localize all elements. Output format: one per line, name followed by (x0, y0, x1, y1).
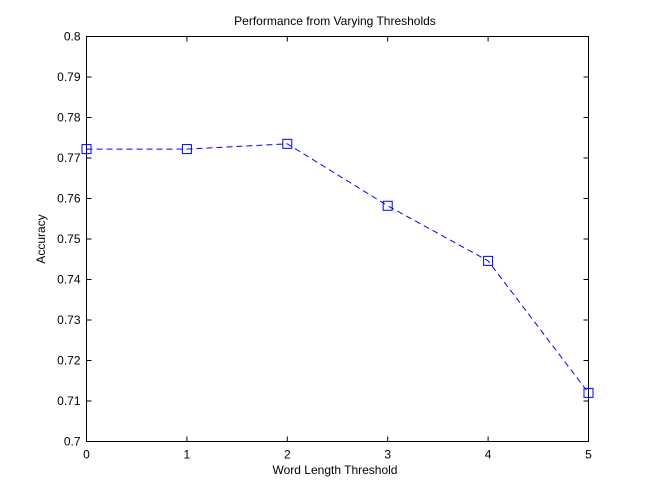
y-axis-label: Accuracy (34, 214, 48, 263)
data-point-marker (583, 387, 594, 398)
y-tick-label: 0.77 (57, 151, 81, 165)
x-tick-label: 2 (284, 448, 291, 462)
series-layer (81, 138, 594, 398)
data-point-marker (483, 255, 494, 266)
data-point-marker (382, 200, 393, 211)
plot-area (86, 36, 589, 442)
y-tick-label: 0.74 (57, 273, 81, 287)
y-axis-ticks: 0.7 0.71 0.72 0.73 0.74 0.75 0.76 0.77 0.78 0.79 0… (57, 30, 589, 449)
x-tick-label: 0 (83, 448, 90, 462)
y-tick-label: 0.7 (64, 435, 81, 449)
y-tick-label: 0.79 (57, 70, 81, 84)
data-point-marker (81, 144, 92, 155)
y-tick-label: 0.73 (57, 313, 81, 327)
x-axis-ticks: 0 1 2 3 4 5 (83, 36, 592, 462)
x-tick-label: 5 (585, 448, 592, 462)
x-tick-label: 3 (384, 448, 391, 462)
data-point-marker (282, 138, 293, 149)
x-tick-label: 4 (485, 448, 492, 462)
y-tick-label: 0.78 (57, 111, 81, 125)
x-tick-label: 1 (184, 448, 191, 462)
y-tick-label: 0.75 (57, 232, 81, 246)
y-tick-label: 0.72 (57, 354, 81, 368)
y-tick-label: 0.76 (57, 192, 81, 206)
data-point-marker (181, 144, 192, 155)
x-axis-label: Word Length Threshold (273, 463, 398, 477)
series-line (86, 143, 589, 394)
chart-title: Performance from Varying Thresholds (234, 14, 436, 28)
y-tick-label: 0.71 (57, 394, 81, 408)
y-tick-label: 0.8 (64, 30, 81, 44)
